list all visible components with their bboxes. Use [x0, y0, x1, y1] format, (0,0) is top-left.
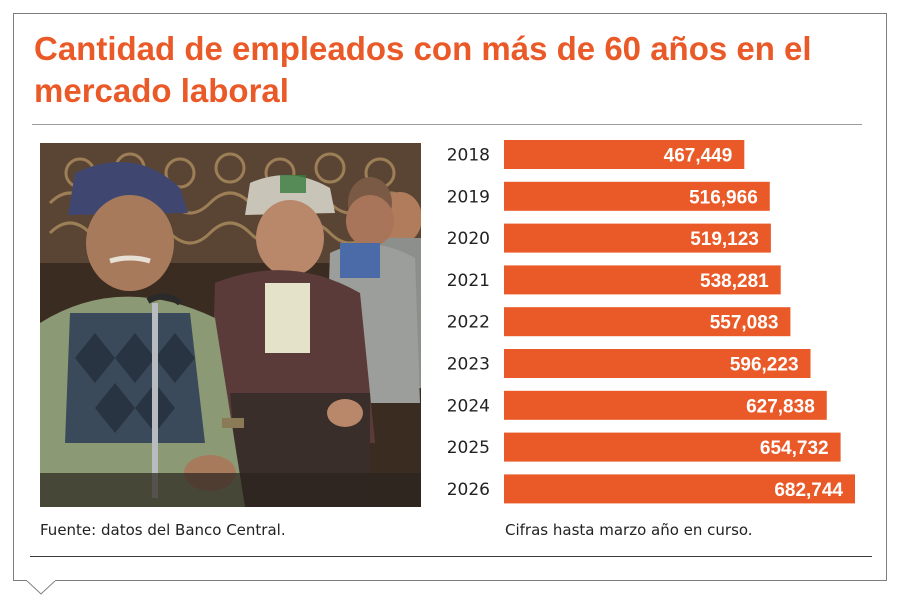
- year-tick-label: 2019: [447, 187, 490, 207]
- bar-2022: [504, 307, 791, 337]
- photo-illustration: [40, 143, 421, 507]
- bar-2019: [504, 181, 770, 211]
- bar-value-label: 538,281: [700, 271, 769, 292]
- year-tick-label: 2025: [447, 438, 490, 458]
- bar-value-label: 596,223: [730, 355, 799, 376]
- bar-value-label: 516,966: [689, 187, 758, 208]
- year-tick-label: 2026: [447, 480, 490, 500]
- year-tick-label: 2020: [447, 229, 490, 249]
- bar-value-label: 654,732: [760, 438, 829, 459]
- year-tick-label: 2018: [447, 146, 490, 166]
- photo-older-men: [40, 143, 421, 507]
- year-tick-label: 2021: [447, 271, 490, 291]
- bar-2023: [504, 349, 811, 378]
- bar-2024: [504, 390, 827, 420]
- bar-2020: [504, 223, 771, 253]
- bar-value-label: 519,123: [690, 229, 759, 250]
- callout-pointer: [26, 580, 56, 595]
- bar-value-label: 627,838: [746, 396, 815, 417]
- chart-svg: 2018 467,449 2019 516,966 2020 519,123 2021 538…: [447, 140, 855, 504]
- year-tick-label: 2022: [447, 313, 490, 333]
- year-tick-label: 2024: [447, 396, 490, 416]
- title-divider: [32, 124, 862, 125]
- source-note: Fuente: datos del Banco Central.: [40, 521, 286, 539]
- bar-chart: 2018 467,449 2019 516,966 2020 519,123 2021 538…: [430, 130, 870, 510]
- bar-2018: [504, 140, 745, 169]
- bar-2026: [504, 474, 855, 504]
- bar-value-label: 682,744: [774, 480, 843, 501]
- year-tick-label: 2023: [447, 355, 490, 375]
- units-note: Cifras hasta marzo año en curso.: [505, 521, 753, 539]
- bar-2025: [504, 432, 841, 462]
- footer-divider: [30, 556, 872, 557]
- bar-2021: [504, 265, 781, 295]
- bar-value-label: 467,449: [664, 146, 733, 167]
- bar-value-label: 557,083: [710, 313, 779, 334]
- chart-title: Cantidad de empleados con más de 60 años…: [34, 30, 812, 109]
